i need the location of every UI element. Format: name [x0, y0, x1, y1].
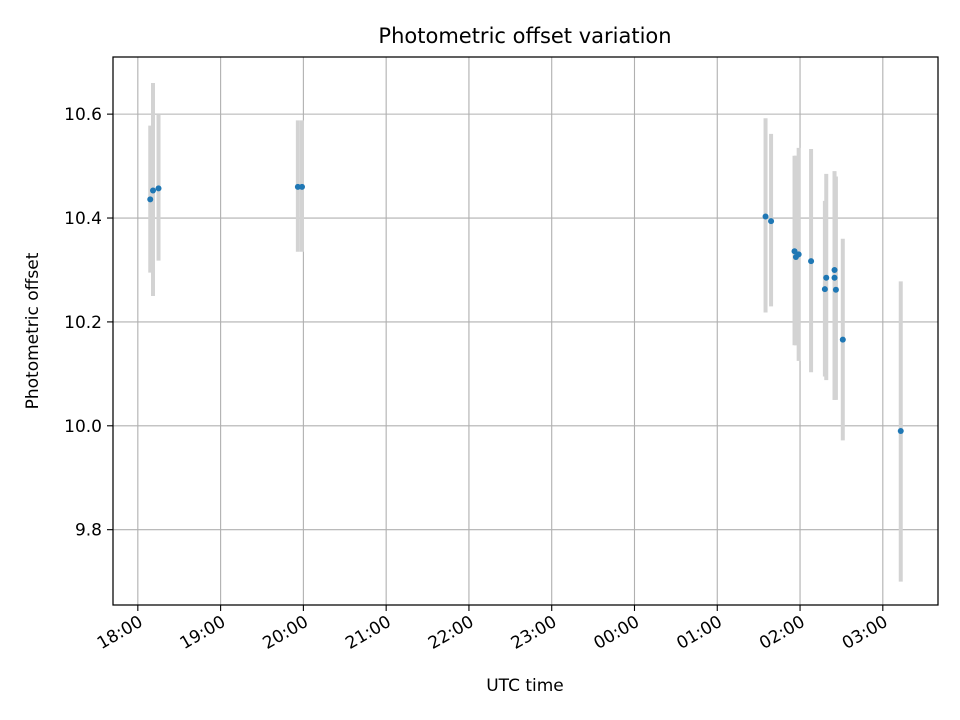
y-tick-label: 10.4	[64, 209, 102, 229]
data-point	[150, 187, 157, 194]
data-point	[299, 183, 306, 190]
data-points	[147, 183, 904, 434]
data-point	[839, 336, 846, 343]
data-point	[147, 196, 154, 203]
y-tick-label: 9.8	[75, 521, 102, 541]
y-tick-label: 10.2	[64, 313, 102, 333]
data-point	[831, 266, 838, 273]
data-point	[762, 213, 769, 220]
y-tick-label: 10.0	[64, 417, 102, 437]
data-point	[791, 248, 798, 255]
data-point	[832, 286, 839, 293]
x-axis-label: UTC time	[486, 676, 564, 696]
y-axis-ticks: 9.8 10.0 10.2 10.4 10.6	[64, 105, 113, 541]
data-point	[821, 286, 828, 293]
y-tick-label: 10.6	[64, 105, 102, 125]
data-point	[294, 183, 301, 190]
data-point	[795, 251, 802, 258]
data-point	[823, 274, 830, 281]
data-point	[897, 427, 904, 434]
data-point	[808, 258, 815, 265]
chart-title: Photometric offset variation	[378, 24, 671, 48]
plot-frame	[112, 56, 939, 606]
data-point	[155, 185, 162, 192]
y-axis-label: Photometric offset	[23, 252, 43, 409]
data-point	[831, 274, 838, 281]
data-point	[768, 218, 775, 225]
